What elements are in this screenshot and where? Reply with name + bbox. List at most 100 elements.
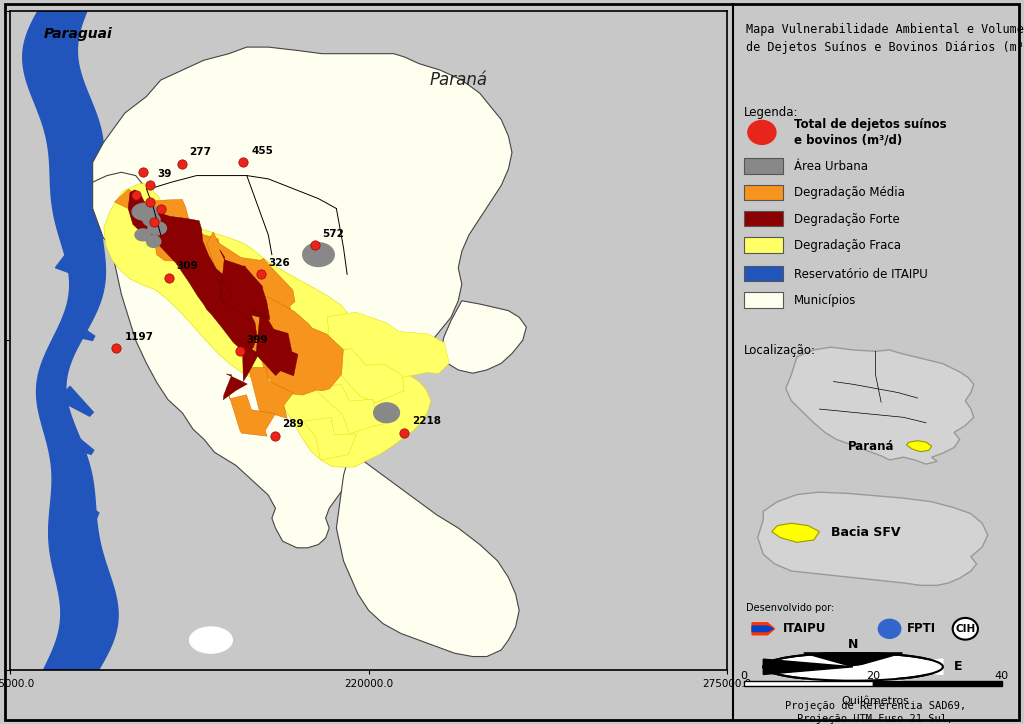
Polygon shape [220,250,270,321]
Polygon shape [128,190,257,353]
Text: ITAIPU: ITAIPU [783,623,826,635]
Point [267,430,284,442]
Text: Reservatório de ITAIPU: Reservatório de ITAIPU [795,268,928,281]
Polygon shape [103,184,431,467]
Ellipse shape [303,243,334,266]
Point [253,269,269,280]
Ellipse shape [748,120,776,144]
Polygon shape [853,659,943,675]
Point [153,203,169,214]
Text: Projeção de Referência SAD69,
Projeção UTM Fuso 21 Sul,
Meridiano Central 57° WG: Projeção de Referência SAD69, Projeção U… [784,700,967,724]
Polygon shape [23,11,118,670]
Text: N: N [848,638,858,651]
Text: 572: 572 [322,230,344,240]
Text: 0: 0 [740,671,748,681]
Ellipse shape [143,213,160,227]
Text: 20: 20 [865,671,880,681]
Point [109,342,125,354]
Polygon shape [758,492,988,585]
Polygon shape [763,659,853,675]
Polygon shape [60,200,98,222]
Ellipse shape [952,618,978,640]
Point [396,426,413,438]
Polygon shape [92,47,512,548]
Polygon shape [65,497,99,518]
Text: 455: 455 [252,146,273,156]
Point [127,190,143,201]
Point [141,196,158,208]
Text: 309: 309 [176,261,199,271]
Polygon shape [303,417,356,460]
Text: Quilômetros: Quilômetros [842,696,909,706]
Text: Degradação Média: Degradação Média [795,186,905,199]
Text: 399: 399 [247,335,268,345]
Ellipse shape [132,203,158,220]
Polygon shape [872,681,1001,686]
FancyBboxPatch shape [743,211,783,227]
Polygon shape [226,387,275,436]
Text: Degradação Fraca: Degradação Fraca [795,239,901,252]
Polygon shape [906,441,932,452]
Text: 277: 277 [189,147,211,157]
FancyArrow shape [752,623,774,635]
Ellipse shape [374,403,399,423]
Polygon shape [244,295,343,395]
Polygon shape [115,189,219,284]
Text: CIH: CIH [955,624,976,634]
FancyBboxPatch shape [743,292,783,308]
Polygon shape [55,101,90,127]
Polygon shape [92,172,150,248]
Polygon shape [223,374,247,400]
Text: Degradação Forte: Degradação Forte [795,213,900,226]
Polygon shape [55,255,83,277]
Polygon shape [246,358,293,418]
Text: 326: 326 [268,258,290,268]
Point [135,167,152,178]
Text: Bacia SFV: Bacia SFV [830,526,900,539]
Ellipse shape [146,235,161,248]
Ellipse shape [147,222,167,235]
Point [145,216,162,227]
Polygon shape [324,349,403,403]
Polygon shape [804,667,902,681]
Polygon shape [804,653,902,667]
Text: Paraná: Paraná [848,440,894,453]
Text: 39: 39 [158,169,172,179]
Polygon shape [216,277,231,303]
Polygon shape [63,432,94,455]
Polygon shape [313,384,384,434]
Polygon shape [743,681,872,686]
Point [307,239,324,251]
Ellipse shape [763,653,943,681]
Text: 2218: 2218 [412,416,440,426]
FancyBboxPatch shape [743,266,783,281]
Text: Mapa Vulnerabilidade Ambiental e Volumes
de Dejetos Suínos e Bovinos Diários (m³: Mapa Vulnerabilidade Ambiental e Volumes… [746,23,1024,54]
Polygon shape [328,312,450,382]
Polygon shape [336,449,519,657]
Ellipse shape [135,229,151,241]
Point [234,156,252,168]
Ellipse shape [189,627,232,653]
Text: Localização:: Localização: [743,345,816,358]
Text: 40: 40 [994,671,1009,681]
Text: Total de dejetos suínos
e bovinos (m³/d): Total de dejetos suínos e bovinos (m³/d) [795,119,947,146]
Polygon shape [772,523,819,542]
Polygon shape [252,310,298,376]
Polygon shape [785,348,974,464]
Point [161,272,177,284]
Polygon shape [63,320,94,340]
Text: 289: 289 [283,419,304,429]
Polygon shape [67,565,93,586]
Polygon shape [58,387,93,416]
FancyBboxPatch shape [743,185,783,200]
Point [231,345,248,357]
Text: E: E [954,660,963,673]
FancyArrow shape [752,626,773,631]
Polygon shape [207,232,295,337]
Text: Legenda:: Legenda: [743,106,798,119]
FancyBboxPatch shape [743,159,783,174]
Text: Paraguai: Paraguai [44,27,113,41]
Polygon shape [51,150,79,176]
Polygon shape [236,338,259,382]
FancyBboxPatch shape [743,237,783,253]
